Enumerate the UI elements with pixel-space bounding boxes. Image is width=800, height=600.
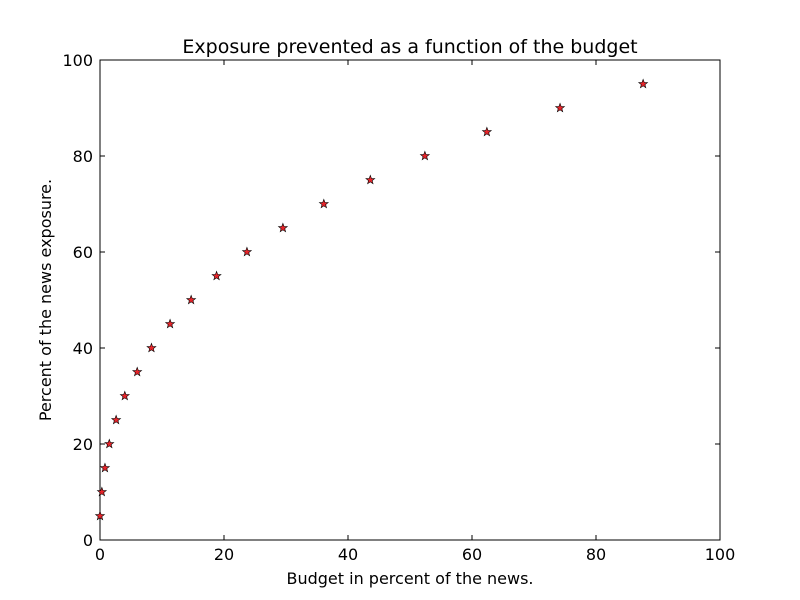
data-point — [104, 438, 115, 449]
data-point — [164, 318, 176, 329]
x-tick-label: 0 — [95, 545, 105, 564]
data-point — [241, 246, 253, 257]
axis-ticks — [99, 59, 721, 541]
x-tick-label: 20 — [214, 545, 234, 564]
x-tick-label: 40 — [338, 545, 358, 564]
x-axis-label: Budget in percent of the news. — [286, 569, 533, 588]
chart-title: Exposure prevented as a function of the … — [182, 36, 637, 58]
y-tick-label: 0 — [83, 531, 93, 550]
x-tick-label: 80 — [586, 545, 606, 564]
x-tick-label: 60 — [462, 545, 482, 564]
y-tick-label: 20 — [73, 435, 93, 454]
data-point — [132, 366, 143, 377]
data-point — [99, 462, 111, 473]
data-point — [419, 150, 431, 161]
data-point — [185, 294, 197, 305]
x-axis-tick-labels: 0 20 40 60 80 100 — [95, 545, 735, 564]
data-point — [318, 198, 330, 209]
data-point — [96, 486, 108, 497]
data-point — [554, 102, 566, 113]
data-points — [94, 78, 649, 521]
data-point — [110, 414, 122, 425]
data-point — [277, 222, 289, 233]
y-tick-label: 40 — [73, 339, 93, 358]
x-tick-label: 100 — [705, 545, 736, 564]
data-point — [94, 510, 106, 521]
y-tick-label: 60 — [73, 243, 93, 262]
data-point — [637, 78, 649, 89]
data-point — [481, 126, 493, 137]
y-axis-tick-labels: 0 20 40 60 80 100 — [62, 51, 93, 550]
data-point — [365, 174, 376, 185]
data-point — [211, 270, 222, 281]
y-axis-label: Percent of the news exposure. — [36, 179, 55, 421]
data-point — [146, 342, 157, 353]
plot-area — [99, 59, 721, 541]
y-tick-label: 100 — [62, 51, 93, 70]
data-point — [119, 390, 130, 401]
y-tick-label: 80 — [73, 147, 93, 166]
